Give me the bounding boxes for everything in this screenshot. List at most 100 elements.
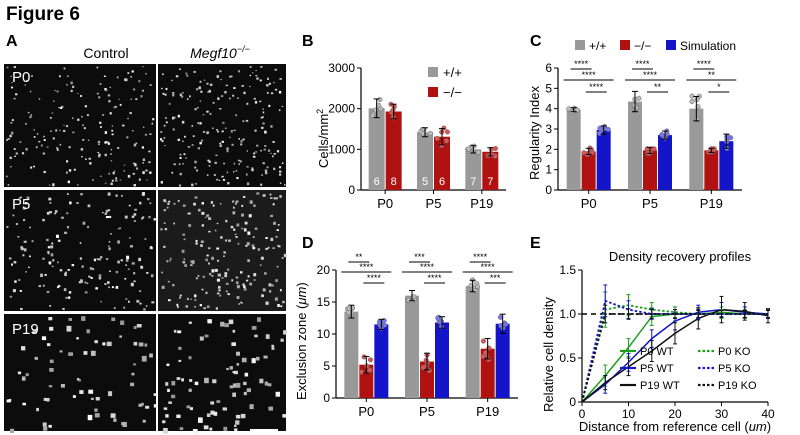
y-tick-label: 1.5 <box>559 263 576 277</box>
cell-mark <box>82 124 84 127</box>
cell-mark <box>99 121 102 124</box>
cell-mark <box>172 94 175 97</box>
cell-mark <box>115 286 119 289</box>
cell-mark <box>61 105 64 108</box>
cell-mark <box>56 147 59 150</box>
cell-mark <box>18 197 21 200</box>
cell-mark <box>42 257 45 260</box>
row-label-p0: P0 <box>12 69 30 86</box>
cell-mark <box>191 144 194 146</box>
cell-mark <box>26 79 28 82</box>
cell-mark <box>30 166 33 169</box>
cell-mark <box>182 163 184 165</box>
cell-mark <box>188 224 192 227</box>
cell-mark <box>230 225 234 229</box>
data-point <box>420 131 426 137</box>
panel-a: A Control Megf10−/− P0 P5 P19 <box>4 33 288 435</box>
cell-mark <box>194 306 196 308</box>
cell-mark <box>136 299 140 303</box>
cell-mark <box>163 245 166 248</box>
n-label: 7 <box>470 176 476 188</box>
cell-mark <box>150 274 154 278</box>
y-tick-label: 15 <box>317 295 331 309</box>
cell-mark <box>225 290 228 293</box>
cell-mark <box>228 319 234 325</box>
cell-mark <box>218 286 221 289</box>
cell-mark <box>165 121 168 124</box>
cell-mark <box>271 344 274 348</box>
cell-mark <box>278 109 281 112</box>
cell-mark <box>202 114 205 116</box>
data-point <box>480 353 486 359</box>
cell-mark <box>115 194 118 197</box>
cell-mark <box>188 356 192 360</box>
cell-mark <box>210 401 215 405</box>
cell-mark <box>142 158 145 161</box>
cell-mark <box>130 382 135 387</box>
cell-mark <box>213 411 218 416</box>
cell-mark <box>264 381 269 386</box>
y-tick-label: 2000 <box>328 102 355 116</box>
cell-mark <box>235 236 238 238</box>
cell-mark <box>138 80 141 83</box>
cell-mark <box>6 139 8 141</box>
cell-mark <box>103 75 106 77</box>
cell-mark <box>127 72 130 74</box>
cell-mark <box>246 166 249 168</box>
cell-mark <box>275 197 278 200</box>
cell-mark <box>133 341 138 346</box>
cell-mark <box>50 245 54 249</box>
cell-mark <box>70 81 73 85</box>
cell-mark <box>254 227 258 230</box>
cell-mark <box>211 275 214 277</box>
cell-mark <box>203 307 206 310</box>
cell-mark <box>115 271 119 274</box>
cell-mark <box>208 165 211 167</box>
cell-mark <box>119 179 122 181</box>
cell-mark <box>162 92 165 95</box>
cell-mark <box>206 110 209 113</box>
cell-mark <box>122 124 125 127</box>
cell-mark <box>259 79 262 82</box>
cell-mark <box>80 193 83 196</box>
cell-mark <box>70 89 73 92</box>
y-tick-label: 3000 <box>328 61 355 75</box>
significance-label: **** <box>574 59 589 69</box>
y-tick-label: 1000 <box>328 142 355 156</box>
cell-mark <box>130 282 134 287</box>
cell-mark <box>240 143 243 146</box>
cell-mark <box>66 325 72 332</box>
cell-mark <box>51 265 54 268</box>
cell-mark <box>29 116 32 119</box>
cell-mark <box>112 171 115 175</box>
cell-mark <box>282 414 287 418</box>
y-tick-label: 6 <box>545 61 552 75</box>
cell-mark <box>241 85 244 87</box>
cell-mark <box>133 88 136 91</box>
cell-mark <box>138 178 141 181</box>
cell-mark <box>179 93 182 97</box>
cell-mark <box>46 146 49 148</box>
cell-mark <box>145 73 147 75</box>
cell-mark <box>140 402 144 406</box>
cell-mark <box>90 397 94 400</box>
n-label: 5 <box>422 176 428 188</box>
cell-mark <box>186 98 189 100</box>
y-tick-label: 0.5 <box>559 351 576 365</box>
cell-mark <box>198 208 201 212</box>
cell-mark <box>38 98 41 100</box>
cell-mark <box>253 97 256 100</box>
cell-mark <box>149 202 152 205</box>
cell-mark <box>179 294 182 297</box>
cell-mark <box>138 342 144 347</box>
data-point <box>597 125 603 131</box>
data-point <box>492 153 498 159</box>
cell-mark <box>51 112 54 114</box>
x-tick-label: P0 <box>358 404 374 419</box>
n-label: 8 <box>391 176 397 188</box>
cell-mark <box>281 105 284 107</box>
cell-mark <box>40 144 43 147</box>
cell-mark <box>46 290 50 293</box>
cell-mark <box>98 277 102 280</box>
